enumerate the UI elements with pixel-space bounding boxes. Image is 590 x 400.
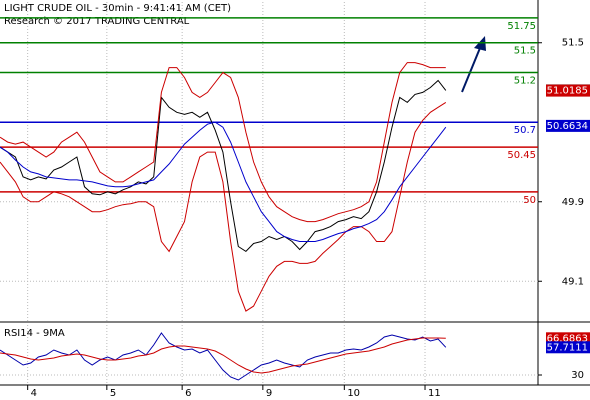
value-box [546, 341, 590, 354]
x-tick-label: 9 [266, 388, 272, 399]
level-label: 51.2 [514, 76, 536, 87]
value-box [546, 119, 590, 132]
rsi-title: RSI14 - 9MA [4, 328, 65, 339]
value-box-label: 57.7111 [547, 342, 588, 353]
chart-title: LIGHT CRUDE OIL - 30min - 9:41:41 AM (CE… [4, 3, 231, 14]
x-tick-label: 10 [347, 388, 360, 399]
x-tick-label: 4 [31, 388, 37, 399]
x-tick-label: 11 [428, 388, 441, 399]
value-box-label: 66.6863 [547, 333, 588, 344]
level-label: 50 [523, 195, 536, 206]
y-tick-label: 30 [571, 370, 584, 381]
arrow [461, 36, 486, 93]
level-label: 50.45 [507, 150, 536, 161]
level-label: 51.5 [514, 46, 536, 57]
series-line [0, 121, 447, 242]
series-line [0, 337, 446, 374]
value-box-label: 50.6634 [547, 121, 588, 132]
x-tick-label: 6 [185, 388, 191, 399]
y-tick-label: 49.9 [562, 197, 584, 208]
value-box-label: 51.0185 [547, 86, 588, 97]
x-tick-label: 5 [110, 388, 116, 399]
chart-subtitle: Research © 2017 TRADING CENTRAL [4, 16, 190, 27]
series-line [0, 101, 447, 312]
level-label: 51.75 [507, 21, 536, 32]
series-line [0, 79, 447, 253]
value-box [546, 84, 590, 97]
series-line [0, 332, 447, 381]
series-line [0, 62, 446, 223]
y-tick-label: 49.1 [562, 276, 584, 287]
level-label: 50.7 [514, 125, 536, 136]
y-tick-label: 51.5 [562, 38, 584, 49]
